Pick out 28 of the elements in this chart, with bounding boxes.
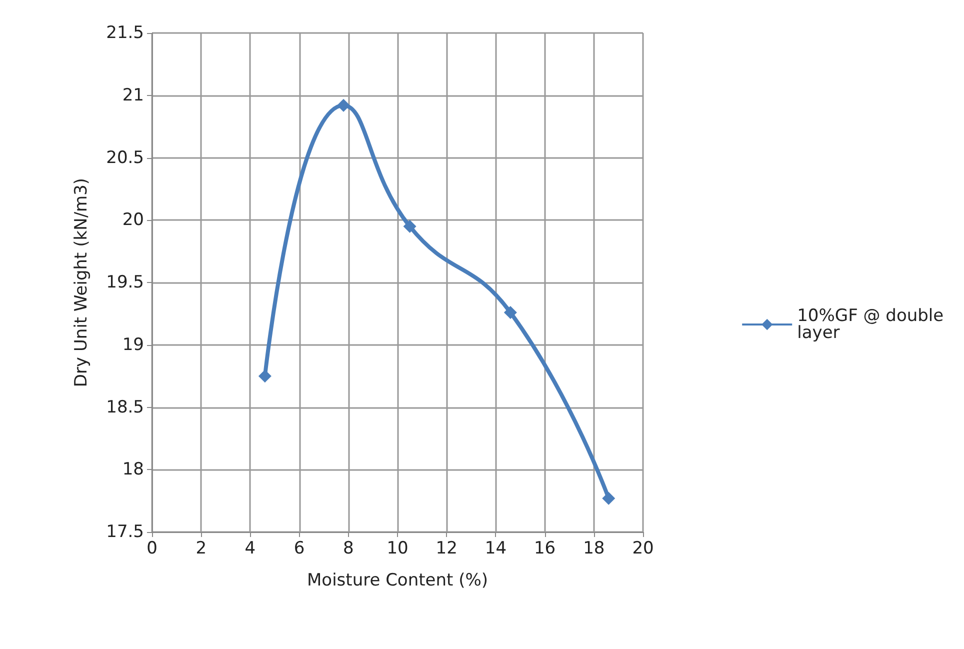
x-tick-label: 4 xyxy=(244,538,256,558)
x-tick-label: 20 xyxy=(632,538,654,558)
x-tick-label: 0 xyxy=(146,538,158,558)
y-tick-label: 21 xyxy=(122,85,144,106)
x-tick-label: 18 xyxy=(583,538,605,558)
x-axis-title: Moisture Content (%) xyxy=(307,570,488,590)
y-axis-title: Dry Unit Weight (kN/m3) xyxy=(72,178,92,388)
y-tick-label: 19.5 xyxy=(106,272,144,292)
y-tick-label: 18 xyxy=(122,460,144,480)
y-tick-label: 20.5 xyxy=(106,148,144,168)
x-tick-label: 14 xyxy=(484,538,507,558)
y-tick-label: 17.5 xyxy=(106,522,144,542)
y-tick-label: 18.5 xyxy=(106,397,144,418)
x-tick-label: 16 xyxy=(534,538,556,558)
x-tick-label: 8 xyxy=(342,538,354,558)
point xyxy=(504,306,517,319)
x-tick-label: 12 xyxy=(436,538,458,558)
x-tick-label: 6 xyxy=(294,538,305,558)
x-tick-label: 2 xyxy=(196,538,207,558)
y-tick-label: 19 xyxy=(122,334,144,355)
point xyxy=(258,370,272,383)
legend-label: 10%GF @ double layer xyxy=(797,306,950,343)
y-tick-label: 20 xyxy=(122,210,144,230)
point xyxy=(403,220,416,233)
point xyxy=(336,98,350,112)
y-tick-label: 21.5 xyxy=(106,23,144,43)
point xyxy=(602,492,616,505)
x-tick-label: 10 xyxy=(386,538,408,558)
